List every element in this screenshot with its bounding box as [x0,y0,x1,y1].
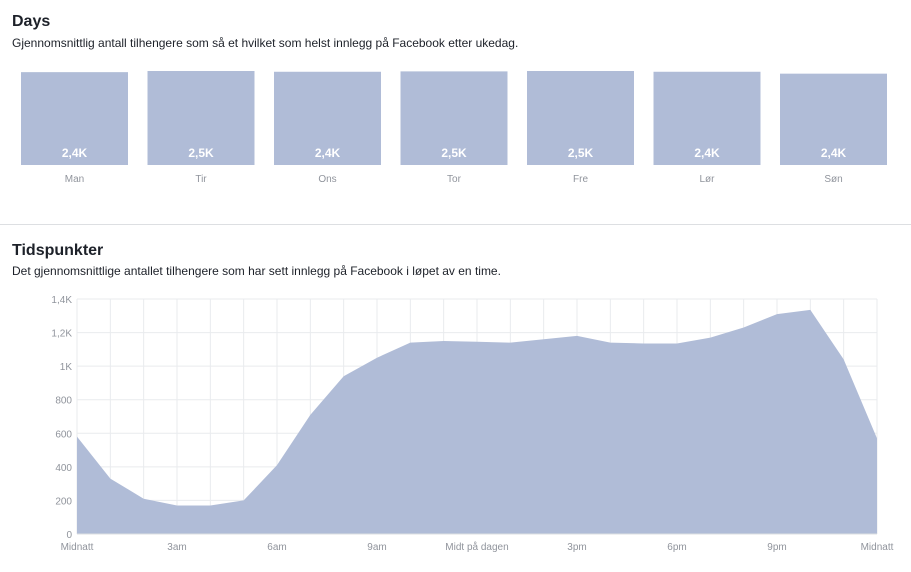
day-bar-value-1: 2,5K [188,146,214,160]
hourly-area-series[interactable] [77,309,877,534]
day-label-2: Ons [318,174,336,185]
times-title: Tidspunkter [12,242,104,259]
day-bar-4[interactable] [527,71,634,165]
x-tick-label-1: 3am [167,542,186,553]
day-bar-0[interactable] [21,72,128,165]
times-subtitle: Det gjennomsnittlige antallet tilhengere… [12,264,501,278]
x-tick-label-5: 3pm [567,542,586,553]
y-tick-label-4: 800 [55,396,72,407]
days-bar-chart: 2,4K Man 2,5K Tir 2,4K Ons 2,5K Tor 2,5K Fre 2,4K L… [21,71,887,185]
day-label-6: Søn [824,174,842,185]
day-bar-1[interactable] [147,71,255,165]
day-label-0: Man [65,174,84,185]
day-bar-value-5: 2,4K [694,146,720,160]
day-bar-3[interactable] [400,71,508,165]
days-title: Days [12,13,51,30]
times-area-chart: 0 200 400 600 800 1K 1,2K 1,4K Midnatt 3am 6am 9am M… [51,295,894,553]
day-bar-value-0: 2,4K [62,146,88,160]
day-bar-value-4: 2,5K [568,146,594,160]
day-bar-2[interactable] [274,71,381,165]
day-label-3: Tor [447,174,462,185]
x-tick-label-8: Midnatt [861,542,894,553]
x-tick-label-6: 6pm [667,542,686,553]
y-tick-label-3: 600 [55,429,72,440]
y-tick-label-7: 1,4K [51,295,72,306]
days-subtitle: Gjennomsnittlig antall tilhengere som så… [12,36,519,50]
day-bar-5[interactable] [653,71,761,165]
x-tick-label-7: 9pm [767,542,786,553]
y-tick-label-6: 1,2K [51,329,72,340]
x-tick-label-0: Midnatt [61,542,94,553]
x-tick-label-3: 9am [367,542,386,553]
day-label-5: Lør [700,174,716,185]
day-label-1: Tir [195,174,207,185]
day-label-4: Fre [573,174,588,185]
y-tick-label-0: 0 [66,530,72,541]
section-divider [0,224,911,225]
y-tick-label-2: 400 [55,463,72,474]
day-bar-value-3: 2,5K [441,146,467,160]
day-bar-6[interactable] [780,73,887,165]
day-bar-value-2: 2,4K [315,146,341,160]
y-tick-label-5: 1K [60,362,73,373]
y-tick-label-1: 200 [55,496,72,507]
x-tick-label-4: Midt på dagen [445,541,508,553]
x-tick-label-2: 6am [267,542,286,553]
day-bar-value-6: 2,4K [821,146,847,160]
